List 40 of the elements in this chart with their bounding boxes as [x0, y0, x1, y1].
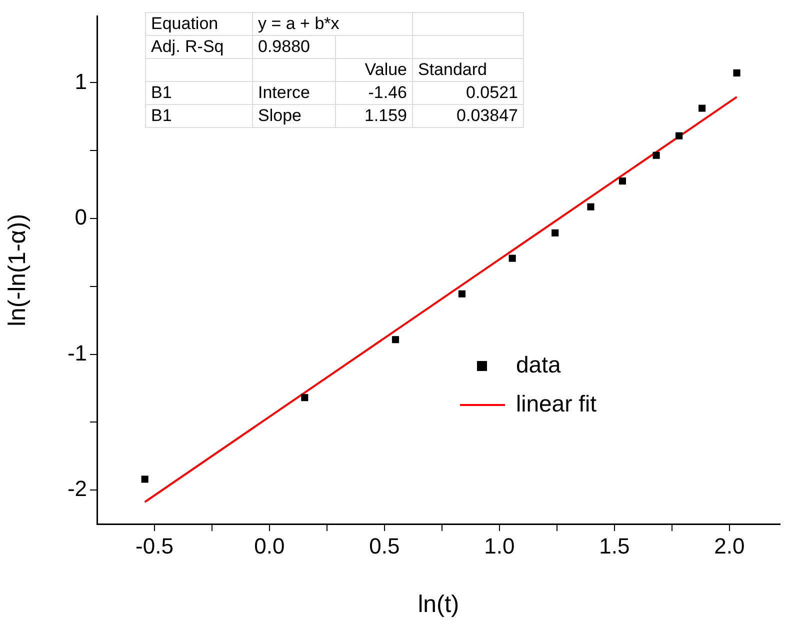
- annotation: Standard: [412, 58, 524, 82]
- x-tick-label: -0.5: [136, 533, 174, 558]
- y-axis-title: ln(-ln(1-α)): [4, 214, 32, 326]
- annotation: Equation: [146, 12, 252, 36]
- point: [458, 290, 466, 298]
- x-tick-label: 0.5: [369, 533, 400, 558]
- annotation: B1: [146, 82, 252, 104]
- point: [552, 229, 559, 236]
- legend-label: linear fit: [516, 390, 598, 416]
- text: 2.0: [714, 533, 745, 558]
- annotation: Slope: [252, 104, 336, 128]
- point: [733, 69, 740, 76]
- text: 0.0: [254, 533, 285, 558]
- annotation: 0.0521: [412, 82, 524, 104]
- point: [652, 152, 660, 159]
- point: [508, 254, 516, 262]
- annotation: Interce: [252, 82, 336, 104]
- point: [587, 203, 594, 210]
- annotation: B1: [146, 104, 252, 128]
- y-tick-label: 1: [74, 68, 87, 94]
- x-tick-label: 1.5: [599, 533, 630, 558]
- annotation: 0.9880: [252, 36, 336, 58]
- annotation: y = a + b*x: [252, 12, 412, 36]
- point: [698, 104, 706, 112]
- y-tick-label: -1: [67, 340, 87, 366]
- annotation: -1.46: [336, 82, 412, 104]
- point: [618, 177, 626, 185]
- y-tick-label: 0: [74, 204, 87, 230]
- point: [141, 476, 148, 483]
- point: [676, 132, 683, 140]
- annotation: 0.03847: [412, 104, 524, 128]
- annotation: 1.159: [336, 104, 412, 128]
- text: 1.0: [484, 533, 515, 558]
- legend-label: data: [516, 351, 561, 378]
- annotation: Value: [336, 58, 412, 82]
- point: [301, 394, 308, 402]
- x-axis-title: ln(t): [418, 591, 460, 618]
- point: [392, 336, 400, 344]
- annotation: Adj. R-Sq: [146, 36, 252, 58]
- y-tick-label: -2: [67, 476, 87, 502]
